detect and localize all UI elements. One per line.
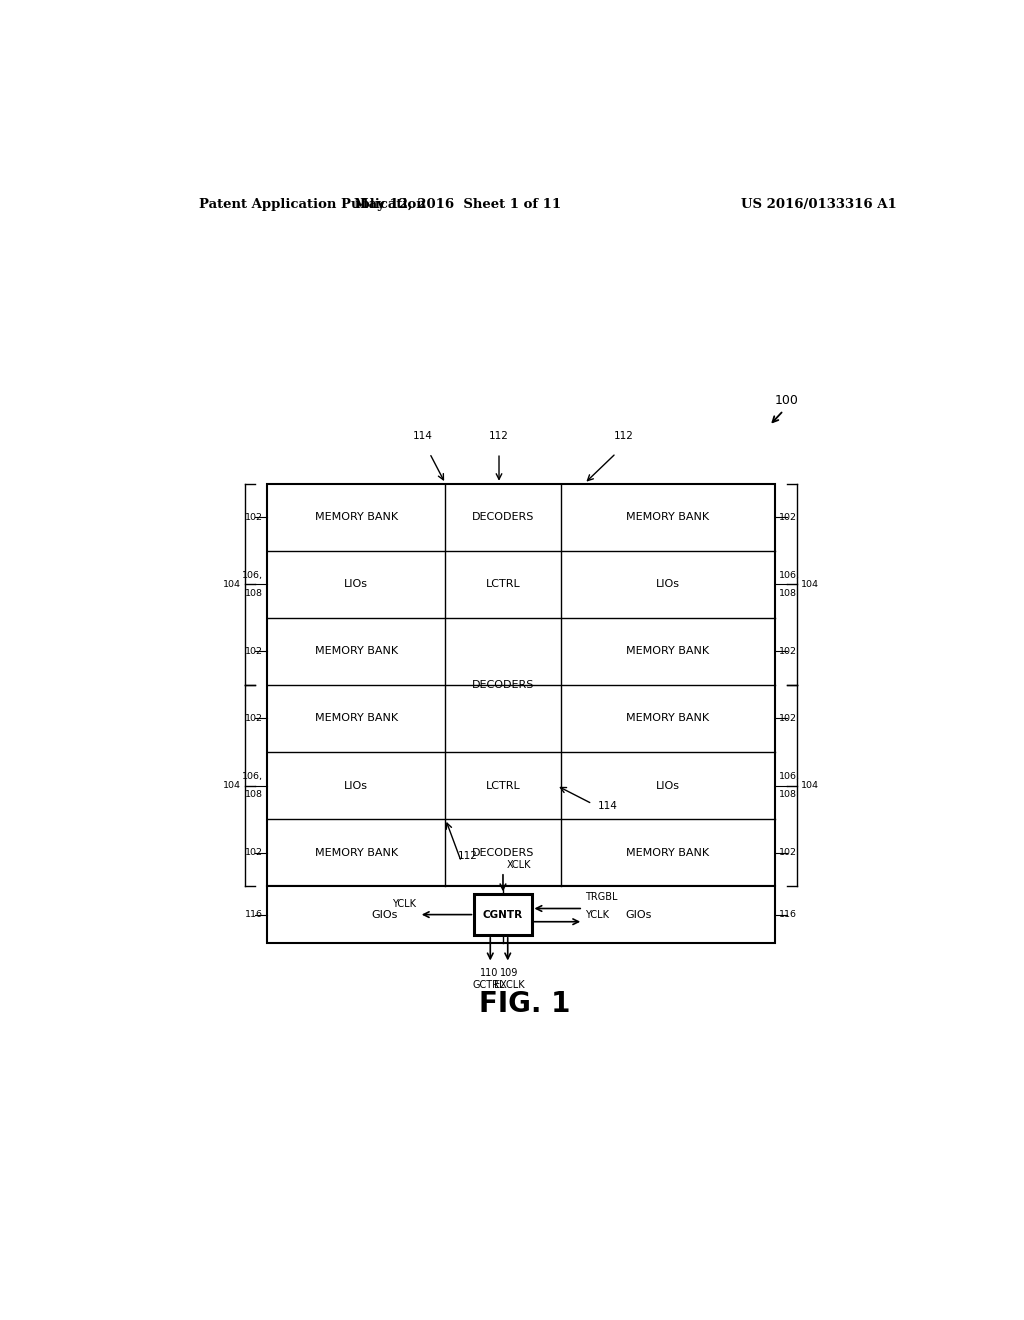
Text: 108: 108 <box>245 791 263 799</box>
Text: DECODERS: DECODERS <box>472 512 535 523</box>
Text: FIG. 1: FIG. 1 <box>479 990 570 1018</box>
Text: MEMORY BANK: MEMORY BANK <box>314 713 397 723</box>
Text: 106,: 106, <box>778 772 800 781</box>
Text: 102: 102 <box>245 512 263 521</box>
Text: MEMORY BANK: MEMORY BANK <box>314 647 397 656</box>
Text: DECODERS: DECODERS <box>472 847 535 858</box>
Text: US 2016/0133316 A1: US 2016/0133316 A1 <box>740 198 896 211</box>
Text: May 12, 2016  Sheet 1 of 11: May 12, 2016 Sheet 1 of 11 <box>353 198 561 211</box>
Text: XCLK: XCLK <box>507 859 531 870</box>
Bar <box>267 483 775 886</box>
Text: Patent Application Publication: Patent Application Publication <box>200 198 426 211</box>
Text: MEMORY BANK: MEMORY BANK <box>626 713 710 723</box>
Text: 108: 108 <box>778 791 797 799</box>
Text: LCTRL: LCTRL <box>485 579 520 589</box>
Text: GIOs: GIOs <box>626 909 652 920</box>
Text: 104: 104 <box>222 579 241 589</box>
Text: 108: 108 <box>778 589 797 598</box>
Text: 102: 102 <box>778 849 797 857</box>
Text: 112: 112 <box>489 430 509 441</box>
Text: YCLK: YCLK <box>392 899 417 908</box>
Text: 100: 100 <box>775 395 799 408</box>
Bar <box>267 886 775 942</box>
Text: 104: 104 <box>801 579 819 589</box>
Text: 102: 102 <box>778 512 797 521</box>
Text: 108: 108 <box>245 589 263 598</box>
Text: 102: 102 <box>245 647 263 656</box>
Text: LCTRL: LCTRL <box>485 780 520 791</box>
Text: 102: 102 <box>245 849 263 857</box>
Text: MEMORY BANK: MEMORY BANK <box>626 847 710 858</box>
Text: 114: 114 <box>414 430 433 441</box>
Text: MEMORY BANK: MEMORY BANK <box>314 847 397 858</box>
Text: 112: 112 <box>458 850 477 861</box>
Text: CGNTR: CGNTR <box>483 909 523 920</box>
Text: LIOs: LIOs <box>655 780 680 791</box>
Text: 102: 102 <box>778 714 797 723</box>
Text: 110: 110 <box>479 969 498 978</box>
Text: MEMORY BANK: MEMORY BANK <box>626 647 710 656</box>
Text: 102: 102 <box>245 714 263 723</box>
Text: 106,: 106, <box>778 570 800 579</box>
Text: 116: 116 <box>778 909 797 919</box>
Text: MEMORY BANK: MEMORY BANK <box>626 512 710 523</box>
Text: 109: 109 <box>500 969 518 978</box>
Text: LIOs: LIOs <box>344 579 369 589</box>
Text: 104: 104 <box>222 781 241 789</box>
Text: GCTRL: GCTRL <box>472 979 505 990</box>
Text: GIOs: GIOs <box>372 909 398 920</box>
Text: 116: 116 <box>245 909 263 919</box>
Text: 112: 112 <box>614 430 634 441</box>
Text: 114: 114 <box>598 801 617 810</box>
Text: MEMORY BANK: MEMORY BANK <box>314 512 397 523</box>
Text: EXCLK: EXCLK <box>494 979 524 990</box>
Text: YCLK: YCLK <box>586 909 609 920</box>
Text: DECODERS: DECODERS <box>472 680 535 690</box>
Text: TRGBL: TRGBL <box>586 892 618 903</box>
Text: LIOs: LIOs <box>344 780 369 791</box>
Text: 106,: 106, <box>242 772 263 781</box>
Text: LIOs: LIOs <box>655 579 680 589</box>
Text: 102: 102 <box>778 647 797 656</box>
Text: 104: 104 <box>801 781 819 789</box>
Bar <box>474 894 531 935</box>
Text: 106,: 106, <box>242 570 263 579</box>
